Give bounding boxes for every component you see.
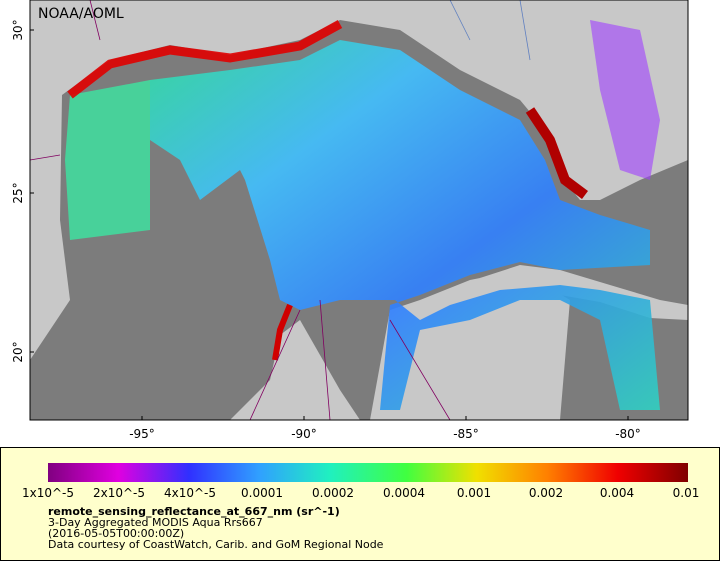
colorbar-label: 0.01 bbox=[673, 486, 700, 500]
colorbar-label: 0.0001 bbox=[241, 486, 283, 500]
credit: NOAA/AOML bbox=[38, 6, 124, 22]
west-field bbox=[65, 80, 150, 240]
lon-ticks: -95° -90° -85° -80° bbox=[129, 416, 641, 441]
lat-label: 20° bbox=[11, 341, 25, 362]
yucatan-high bbox=[272, 303, 293, 361]
colorbar-label: 1x10^-5 bbox=[22, 486, 74, 500]
colorbar-label: 0.001 bbox=[457, 486, 491, 500]
colorbar-labels: 1x10^-5 2x10^-5 4x10^-5 0.0001 0.0002 0.… bbox=[22, 486, 699, 500]
legend-line: 3-Day Aggregated MODIS Aqua Rrs667 bbox=[48, 516, 263, 529]
legend-title: remote_sensing_reflectance_at_667_nm (sr… bbox=[48, 505, 340, 518]
legend-line: (2016-05-05T00:00:00Z) bbox=[48, 527, 184, 540]
colorbar-label: 4x10^-5 bbox=[164, 486, 216, 500]
lon-label: -80° bbox=[615, 427, 641, 441]
lon-label: -85° bbox=[453, 427, 479, 441]
legend: 1x10^-5 2x10^-5 4x10^-5 0.0001 0.0002 0.… bbox=[0, 447, 720, 561]
map-area bbox=[30, 0, 688, 420]
colorbar-label: 2x10^-5 bbox=[93, 486, 145, 500]
colorbar-label: 0.0004 bbox=[383, 486, 425, 500]
lat-ticks: 30° 25° 20° bbox=[11, 19, 34, 363]
colorbar bbox=[48, 463, 688, 482]
lon-label: -90° bbox=[291, 427, 317, 441]
map-frame bbox=[29, 0, 689, 421]
lon-label: -95° bbox=[129, 427, 155, 441]
reflectance-field bbox=[150, 40, 660, 410]
florida-high bbox=[525, 107, 588, 199]
colorbar-label: 0.002 bbox=[529, 486, 563, 500]
east-field bbox=[590, 20, 660, 180]
colorbar-label: 0.0002 bbox=[312, 486, 354, 500]
legend-line: Data courtesy of CoastWatch, Carib. and … bbox=[48, 538, 384, 551]
borders bbox=[30, 0, 531, 420]
lat-label: 30° bbox=[11, 19, 25, 40]
colorbar-label: 0.004 bbox=[600, 486, 634, 500]
lat-label: 25° bbox=[11, 182, 25, 203]
coastal-high bbox=[67, 20, 343, 99]
